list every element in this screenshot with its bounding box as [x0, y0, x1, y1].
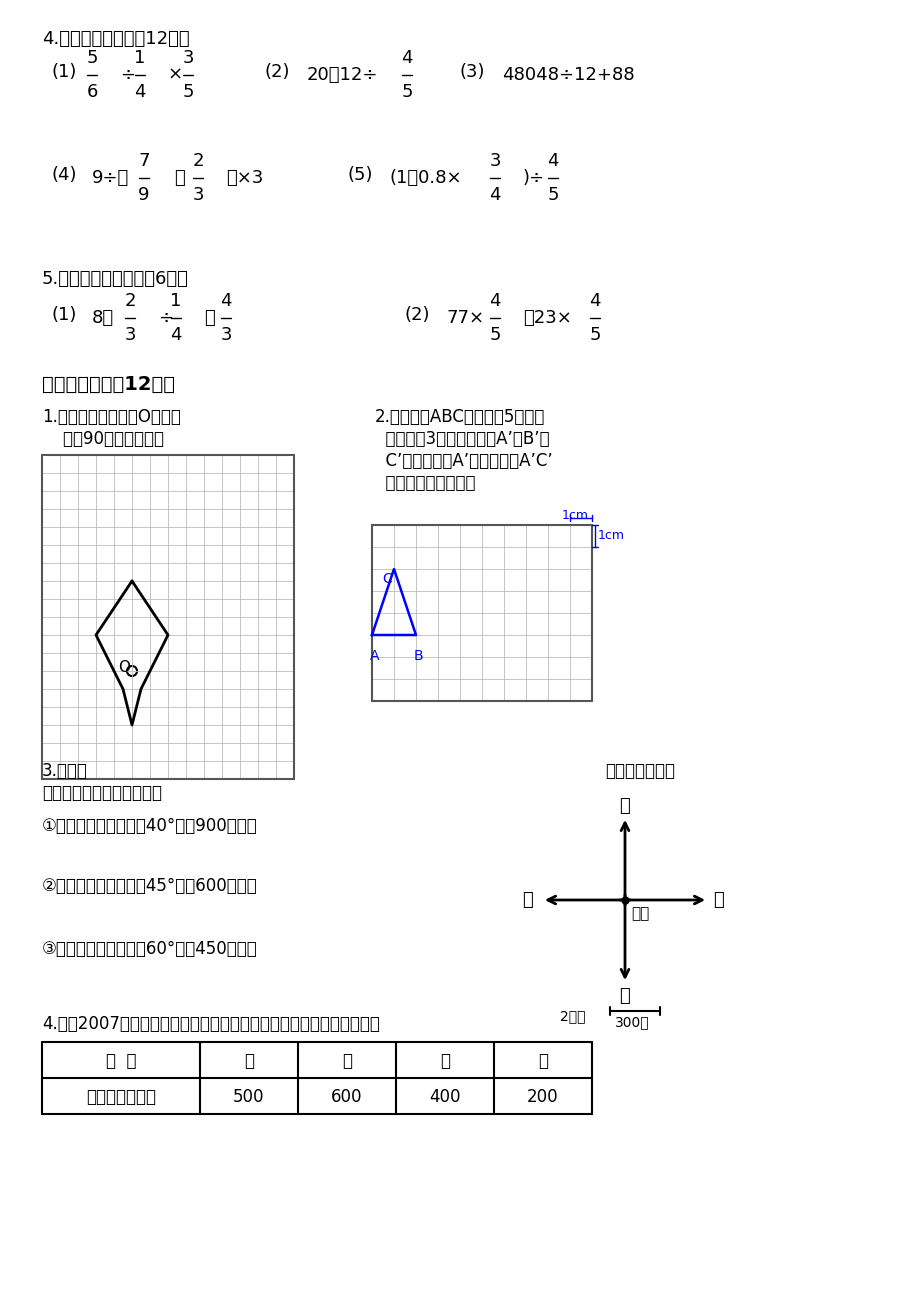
- Text: ）×3: ）×3: [226, 169, 263, 187]
- Text: 3: 3: [182, 49, 194, 66]
- Text: A: A: [369, 648, 380, 663]
- Text: －: －: [204, 309, 214, 327]
- Text: 4: 4: [170, 326, 182, 344]
- Text: －: －: [174, 169, 185, 187]
- Text: 面的描述，在平: 面的描述，在平: [605, 762, 675, 780]
- Text: 3: 3: [489, 152, 500, 171]
- Text: 5: 5: [547, 186, 558, 204]
- Text: 4: 4: [547, 152, 558, 171]
- Text: 1: 1: [134, 49, 145, 66]
- Text: 200: 200: [527, 1088, 558, 1105]
- Text: 西: 西: [521, 891, 532, 909]
- Text: 南: 南: [619, 987, 630, 1005]
- Text: 降水量（毫米）: 降水量（毫米）: [85, 1088, 156, 1105]
- Text: 一: 一: [244, 1052, 254, 1070]
- Text: 旋转90度后的图形。: 旋转90度后的图形。: [42, 430, 164, 448]
- Text: 4: 4: [489, 292, 500, 310]
- Text: 1: 1: [170, 292, 181, 310]
- Text: C: C: [381, 572, 391, 586]
- Text: ×: ×: [168, 66, 183, 85]
- Text: 9÷（: 9÷（: [92, 169, 129, 187]
- Text: 600: 600: [331, 1088, 362, 1105]
- Text: 4.某地2007年每季度降水量如下表。请根据表中数据制成折线统计图。: 4.某地2007年每季度降水量如下表。请根据表中数据制成折线统计图。: [42, 1016, 380, 1032]
- Text: (1): (1): [52, 62, 77, 81]
- Text: 2: 2: [124, 292, 136, 310]
- Text: 四: 四: [538, 1052, 548, 1070]
- Text: 5: 5: [182, 83, 194, 102]
- Text: 面图上标出各场所的位置。: 面图上标出各场所的位置。: [42, 784, 162, 802]
- Text: 1cm: 1cm: [597, 529, 624, 542]
- Text: 2题图: 2题图: [560, 1009, 584, 1023]
- Text: 5: 5: [401, 83, 413, 102]
- Text: 5: 5: [489, 326, 500, 344]
- Text: (4): (4): [52, 165, 77, 184]
- Text: 4: 4: [401, 49, 413, 66]
- Text: ①李明家在广场东偏北40°方向900米处。: ①李明家在广场东偏北40°方向900米处。: [42, 816, 257, 835]
- Text: C’表示。再以A’为圆心，以A’C’: C’表示。再以A’为圆心，以A’C’: [375, 452, 552, 470]
- Text: 3: 3: [220, 326, 232, 344]
- Text: O: O: [118, 660, 130, 676]
- Text: 400: 400: [429, 1088, 460, 1105]
- Text: ÷: ÷: [158, 309, 173, 327]
- Text: 3.根据下: 3.根据下: [42, 762, 88, 780]
- Text: (3): (3): [460, 62, 485, 81]
- Text: 300米: 300米: [614, 1016, 649, 1029]
- Text: 五、动手操作（12分）: 五、动手操作（12分）: [42, 375, 175, 395]
- Text: 3: 3: [124, 326, 136, 344]
- Text: 1cm: 1cm: [562, 509, 588, 522]
- Text: ③王红家在广场南偏西60°方向450米处。: ③王红家在广场南偏西60°方向450米处。: [42, 940, 257, 958]
- Text: 7: 7: [138, 152, 150, 171]
- Text: 9: 9: [138, 186, 150, 204]
- Text: 5.用简便方法计算。（6分）: 5.用简便方法计算。（6分）: [42, 270, 188, 288]
- Text: ②张江家在广场北偏西45°方向600米处。: ②张江家在广场北偏西45°方向600米处。: [42, 878, 257, 894]
- Text: 3: 3: [192, 186, 203, 204]
- Text: 77×: 77×: [447, 309, 484, 327]
- Text: 东: 东: [712, 891, 723, 909]
- Text: (5): (5): [347, 165, 373, 184]
- Text: 为半径，画一个圆。: 为半径，画一个圆。: [375, 474, 475, 492]
- Text: 三: 三: [439, 1052, 449, 1070]
- Text: )÷: )÷: [522, 169, 544, 187]
- Text: 20－12÷: 20－12÷: [307, 66, 378, 85]
- Text: 4.用递等式计算。（12分）: 4.用递等式计算。（12分）: [42, 30, 189, 48]
- Text: 季  度: 季 度: [106, 1052, 136, 1070]
- Text: 二: 二: [342, 1052, 352, 1070]
- Text: ÷: ÷: [119, 66, 135, 85]
- Text: 2.把三角形ABC向右平移5格，新: 2.把三角形ABC向右平移5格，新: [375, 408, 545, 426]
- Text: 48048÷12+88: 48048÷12+88: [502, 66, 634, 85]
- Text: B: B: [414, 648, 423, 663]
- Text: 4: 4: [588, 292, 600, 310]
- Text: 1.画出下面图形绕点O顺时针: 1.画出下面图形绕点O顺时针: [42, 408, 181, 426]
- Text: 5: 5: [86, 49, 97, 66]
- Text: 4: 4: [489, 186, 500, 204]
- Text: 5: 5: [588, 326, 600, 344]
- Text: 2: 2: [192, 152, 203, 171]
- Text: ＋23×: ＋23×: [522, 309, 572, 327]
- Text: 8－: 8－: [92, 309, 114, 327]
- Text: (1－0.8×: (1－0.8×: [390, 169, 462, 187]
- Text: 6: 6: [86, 83, 97, 102]
- Text: 北: 北: [619, 797, 630, 815]
- Text: 的三角形3个顶点分别用A’，B’和: 的三角形3个顶点分别用A’，B’和: [375, 430, 549, 448]
- Text: (2): (2): [265, 62, 290, 81]
- Text: 广场: 广场: [630, 906, 649, 921]
- Text: 4: 4: [220, 292, 232, 310]
- Text: 4: 4: [134, 83, 145, 102]
- Text: (1): (1): [52, 306, 77, 324]
- Text: 500: 500: [233, 1088, 265, 1105]
- Text: (2): (2): [404, 306, 430, 324]
